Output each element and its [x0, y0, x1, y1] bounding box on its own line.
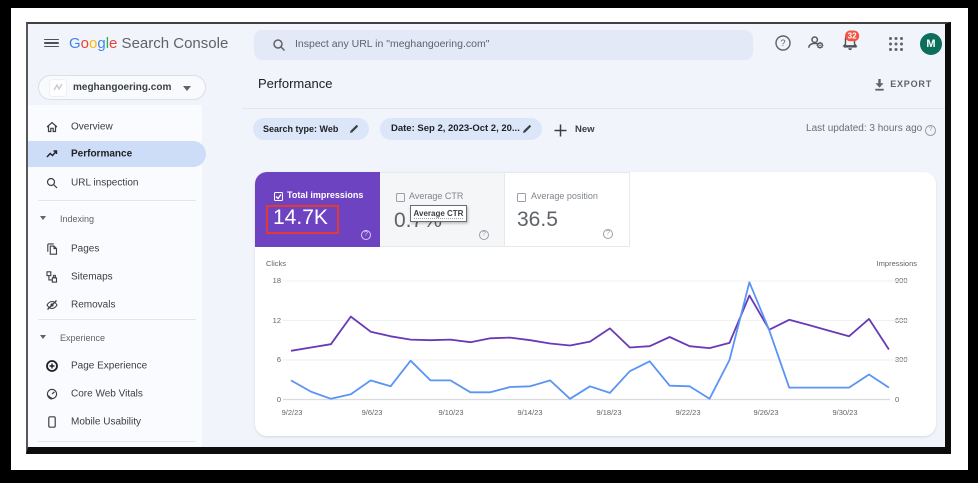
svg-text:?: ?	[780, 38, 785, 48]
svg-text:32: 32	[848, 32, 857, 41]
